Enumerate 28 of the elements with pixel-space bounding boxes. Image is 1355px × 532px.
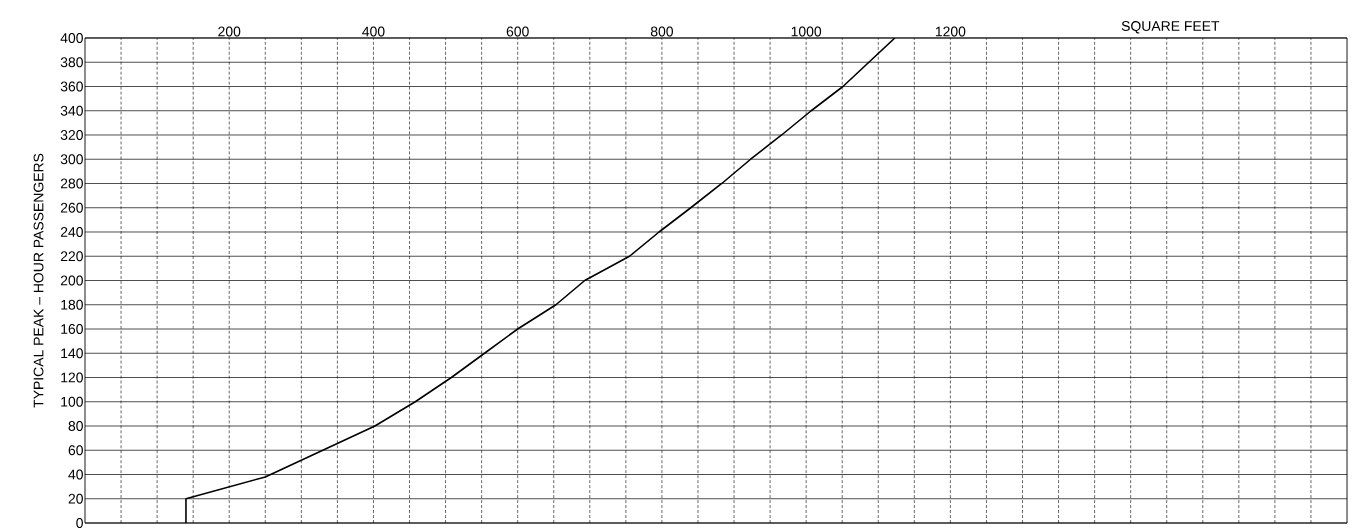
y-tick-label: 240 <box>60 227 83 237</box>
y-tick-label: 60 <box>68 445 83 456</box>
x-tick-label: 200 <box>218 26 241 37</box>
y-tick-label: 200 <box>60 275 83 286</box>
y-tick-label: 360 <box>60 81 83 92</box>
y-tick-label: 140 <box>61 348 83 359</box>
y-tick-label: 300 <box>60 154 83 165</box>
y-tick-label: 380 <box>60 57 83 68</box>
y-tick-label: 40 <box>68 469 83 480</box>
y-tick-label: 100 <box>61 396 83 407</box>
y-tick-label: 280 <box>60 178 83 189</box>
y-tick-label: 120 <box>61 372 83 383</box>
x-tick-label: 1000 <box>791 26 822 37</box>
y-tick-label: 20 <box>68 493 83 504</box>
y-tick-label: 80 <box>68 421 83 431</box>
y-tick-label: 160 <box>61 324 83 334</box>
y-tick-label: 180 <box>61 299 83 310</box>
y-tick-label: 340 <box>60 105 83 116</box>
y-tick-label: 320 <box>60 130 83 140</box>
y-tick-label: 0 <box>76 518 83 528</box>
y-axis-title: TYPICAL PEAK – HOUR PASSENGERS <box>33 153 44 408</box>
x-tick-label: 800 <box>650 26 674 37</box>
y-tick-label: 220 <box>60 251 83 262</box>
x-tick-label: 400 <box>362 26 385 37</box>
y-tick-label: 260 <box>60 202 83 213</box>
x-tick-label: 600 <box>506 26 529 37</box>
x-axis-title: SQUARE FEET <box>1121 21 1220 34</box>
x-tick-label: 1200 <box>935 26 966 37</box>
